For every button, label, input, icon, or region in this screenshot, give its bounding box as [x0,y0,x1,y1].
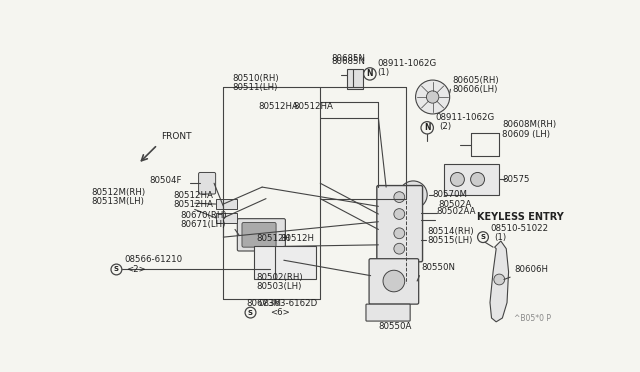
Text: N: N [424,123,431,132]
FancyBboxPatch shape [377,186,422,262]
Text: 80671(LH): 80671(LH) [180,221,226,230]
Circle shape [415,80,450,114]
Text: 80606H: 80606H [514,265,548,274]
Text: 80503(LH): 80503(LH) [257,282,302,291]
FancyBboxPatch shape [242,222,276,247]
Text: 80512H: 80512H [280,234,314,243]
Text: S: S [114,266,119,272]
Text: 08911-1062G: 08911-1062G [378,59,437,68]
Circle shape [364,68,376,80]
Text: 80685N: 80685N [332,57,366,66]
Text: N: N [367,70,373,78]
Circle shape [394,192,404,202]
Text: 80670(RH): 80670(RH) [180,211,227,220]
Circle shape [245,307,256,318]
Text: 08363-6162D: 08363-6162D [259,299,317,308]
Circle shape [477,232,488,243]
Circle shape [426,91,439,103]
Text: KEYLESS ENTRY: KEYLESS ENTRY [477,212,564,222]
Text: 80512HA: 80512HA [293,102,333,111]
Polygon shape [490,241,509,322]
Text: <2>: <2> [127,265,147,274]
Text: 80512HA: 80512HA [173,191,213,200]
Text: 80673M: 80673M [246,299,282,308]
Circle shape [399,181,428,209]
FancyBboxPatch shape [216,212,237,223]
FancyBboxPatch shape [198,173,216,194]
Text: 80550N: 80550N [421,263,455,272]
Text: 80512HA: 80512HA [173,201,213,209]
Circle shape [407,189,419,201]
Text: 80609 (LH): 80609 (LH) [502,129,550,139]
Text: 80512M(RH): 80512M(RH) [92,188,146,197]
Text: 80512H: 80512H [257,234,291,243]
Circle shape [421,122,433,134]
Text: 80514(RH): 80514(RH) [428,227,474,235]
Text: ^B05*0 P: ^B05*0 P [514,314,551,323]
Text: <6>: <6> [270,308,290,317]
Circle shape [394,228,404,239]
Text: 80608M(RH): 80608M(RH) [502,120,557,129]
FancyBboxPatch shape [216,199,237,209]
FancyBboxPatch shape [366,304,410,321]
Text: (2): (2) [439,122,451,131]
Text: 80605(RH): 80605(RH) [452,76,499,85]
Text: 80511(LH): 80511(LH) [232,83,277,92]
Text: 80550A: 80550A [378,322,412,331]
Text: 80504F: 80504F [150,176,182,185]
FancyBboxPatch shape [237,219,285,251]
Circle shape [394,243,404,254]
Polygon shape [348,69,363,89]
FancyBboxPatch shape [369,259,419,304]
Circle shape [470,173,484,186]
Text: 80515(LH): 80515(LH) [428,236,472,245]
Circle shape [111,264,122,275]
Text: (1): (1) [378,68,390,77]
Circle shape [383,270,404,292]
Polygon shape [444,164,499,195]
Text: 80510(RH): 80510(RH) [232,74,278,83]
Circle shape [494,274,505,285]
Text: 80512HA: 80512HA [259,102,298,111]
Text: 80685N: 80685N [332,54,366,63]
Text: 80502A: 80502A [438,200,472,209]
Text: 08510-51022: 08510-51022 [491,224,549,232]
Text: 08566-61210: 08566-61210 [124,255,182,264]
Text: 80513M(LH): 80513M(LH) [92,197,145,206]
Text: S: S [248,310,253,315]
Text: 80502(RH): 80502(RH) [257,273,303,282]
Text: FRONT: FRONT [161,132,192,141]
Text: (1): (1) [494,233,506,242]
Text: 08911-1062G: 08911-1062G [435,113,494,122]
Text: 80570M: 80570M [433,190,468,199]
Text: 80502AA: 80502AA [436,207,476,217]
Circle shape [451,173,465,186]
FancyBboxPatch shape [254,246,316,279]
Circle shape [394,209,404,219]
Text: 80575: 80575 [502,175,530,184]
Text: 80606(LH): 80606(LH) [452,85,497,94]
Text: S: S [481,234,486,240]
